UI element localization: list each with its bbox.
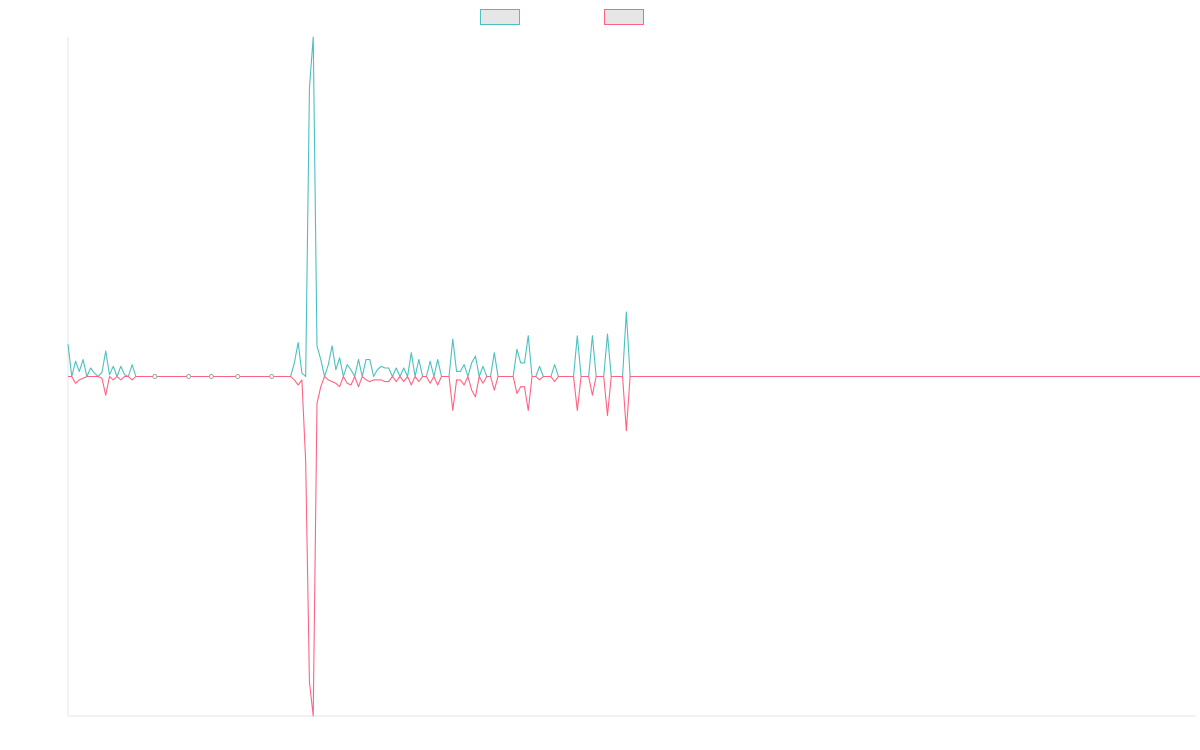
series-line-1 xyxy=(67,36,1200,378)
point-marker-3 xyxy=(208,374,214,379)
series-line-2 xyxy=(68,375,1200,717)
legend-swatch-series-2[interactable] xyxy=(604,9,644,25)
chart-point-markers xyxy=(152,374,275,379)
point-marker-4 xyxy=(235,374,241,379)
point-marker-1 xyxy=(152,374,158,379)
legend-swatch-series-1[interactable] xyxy=(480,9,520,25)
point-marker-2 xyxy=(186,374,192,379)
chart-series-lines xyxy=(67,36,1200,717)
point-marker-5 xyxy=(269,374,275,379)
